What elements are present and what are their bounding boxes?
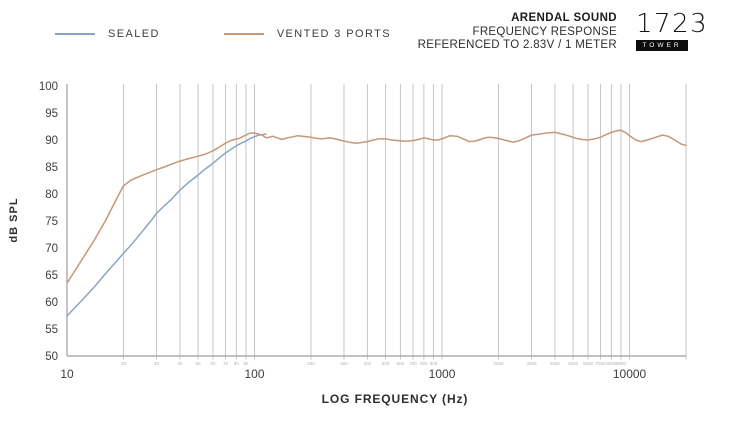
y-tick-label: 85 [45, 162, 58, 174]
y-tick-label: 65 [45, 270, 58, 282]
x-minor-tick-label: 40 [177, 361, 183, 366]
x-minor-tick-label: 300 [340, 361, 348, 366]
x-minor-tick-label: 80 [234, 361, 240, 366]
y-tick-label: 95 [45, 108, 58, 120]
y-tick-label: 90 [45, 135, 58, 147]
x-minor-tick-label: 2000 [493, 361, 504, 366]
x-minor-tick-label: 5000 [568, 361, 579, 366]
x-minor-tick-label: 6000 [583, 361, 594, 366]
sealed-line-swatch [55, 33, 95, 35]
x-tick-label: 100 [245, 367, 265, 381]
legend-item-sealed: SEALED [55, 28, 160, 40]
x-minor-tick-label: 90 [243, 361, 249, 366]
x-minor-tick-label: 60 [210, 361, 216, 366]
legend-item-vented: VENTED 3 PORTS [223, 28, 391, 40]
x-tick-label: 1000 [429, 367, 456, 381]
y-tick-label: 50 [45, 351, 58, 363]
logo-tower-badge: TOWER [636, 40, 688, 51]
y-tick-label: 80 [45, 189, 58, 201]
x-minor-tick-label: 30 [154, 361, 160, 366]
x-tick-label: 10 [60, 367, 74, 381]
x-tick-label: 10000 [613, 367, 647, 381]
y-tick-label: 75 [45, 216, 58, 228]
series-line-vented-3-ports [66, 129, 687, 284]
chart-header: ARENDAL SOUND FREQUENCY RESPONSE REFEREN… [418, 12, 617, 53]
x-minor-tick-label: 7000 [595, 361, 606, 366]
series-line-sealed [66, 133, 267, 317]
x-minor-tick-label: 20 [121, 361, 127, 366]
x-minor-tick-label: 50 [196, 361, 202, 366]
x-minor-tick-label: 800 [420, 361, 428, 366]
x-minor-tick-label: 8000 [606, 361, 617, 366]
y-tick-label: 100 [39, 81, 58, 93]
chart-subtitle: REFERENCED TO 2.83V / 1 METER [417, 39, 617, 51]
x-minor-tick-label: 500 [382, 361, 390, 366]
vented-line-swatch [223, 33, 264, 35]
x-minor-tick-label: 700 [409, 361, 417, 366]
x-minor-tick-label: 9000 [616, 361, 627, 366]
x-axis-title: LOG FREQUENCY (Hz) [321, 392, 469, 406]
x-minor-tick-label: 200 [307, 361, 315, 366]
brand-name: ARENDAL SOUND [511, 12, 617, 24]
x-minor-tick-label: 600 [397, 361, 405, 366]
legend-label-sealed: SEALED [108, 28, 160, 40]
chart-title: FREQUENCY RESPONSE [472, 25, 617, 38]
legend-label-vented: VENTED 3 PORTS [276, 28, 391, 40]
x-minor-tick-label: 70 [223, 361, 229, 366]
x-minor-tick-label: 4000 [550, 361, 561, 366]
y-tick-label: 60 [45, 297, 58, 309]
x-minor-tick-label: 900 [430, 361, 438, 366]
x-minor-tick-label: 3000 [526, 361, 537, 366]
y-tick-label: 70 [45, 243, 58, 255]
x-minor-tick-label: 400 [364, 361, 372, 366]
y-axis-title: dB SPL [8, 197, 20, 243]
legend: SEALED VENTED 3 PORTS [55, 28, 391, 40]
y-tick-label: 55 [45, 324, 58, 336]
